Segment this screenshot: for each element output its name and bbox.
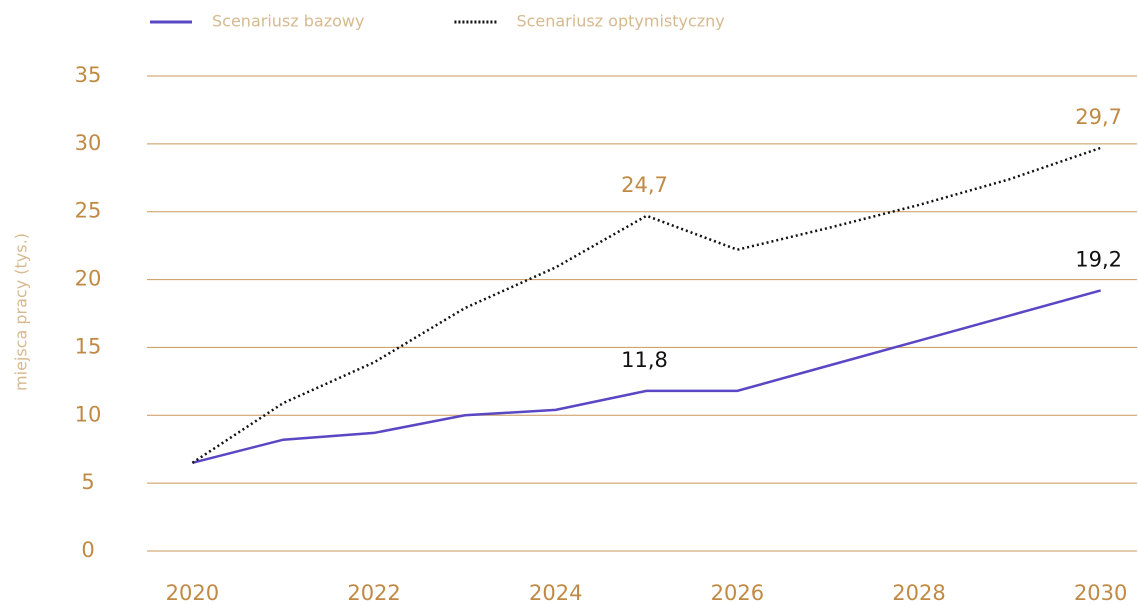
x-tick-label: 2024: [529, 581, 582, 605]
y-axis-label: miejsca pracy (tys.): [12, 233, 31, 391]
data-label: 11,8: [621, 348, 668, 372]
x-tick-label: 2022: [347, 581, 400, 605]
series-line: [192, 289, 1102, 464]
data-label: 19,2: [1075, 247, 1122, 271]
legend-label: Scenariusz bazowy: [212, 12, 364, 31]
y-tick-label: 5: [81, 470, 94, 494]
y-tick-label: 0: [81, 538, 94, 562]
y-tick-label: 35: [75, 63, 102, 87]
y-tick-label: 10: [75, 402, 102, 426]
x-tick-label: 2030: [1074, 581, 1127, 605]
x-tick-label: 2028: [892, 581, 945, 605]
y-tick-label: 25: [75, 199, 102, 223]
series-line: [191, 146, 1102, 464]
y-tick-label: 20: [75, 267, 102, 291]
data-label: 29,7: [1075, 105, 1122, 129]
x-tick-label: 2020: [166, 581, 219, 605]
x-tick-label: 2026: [711, 581, 764, 605]
data-label: 24,7: [621, 173, 668, 197]
y-tick-label: 15: [75, 334, 102, 358]
legend-label: Scenariusz optymistyczny: [516, 12, 724, 31]
y-tick-label: 30: [75, 131, 102, 155]
